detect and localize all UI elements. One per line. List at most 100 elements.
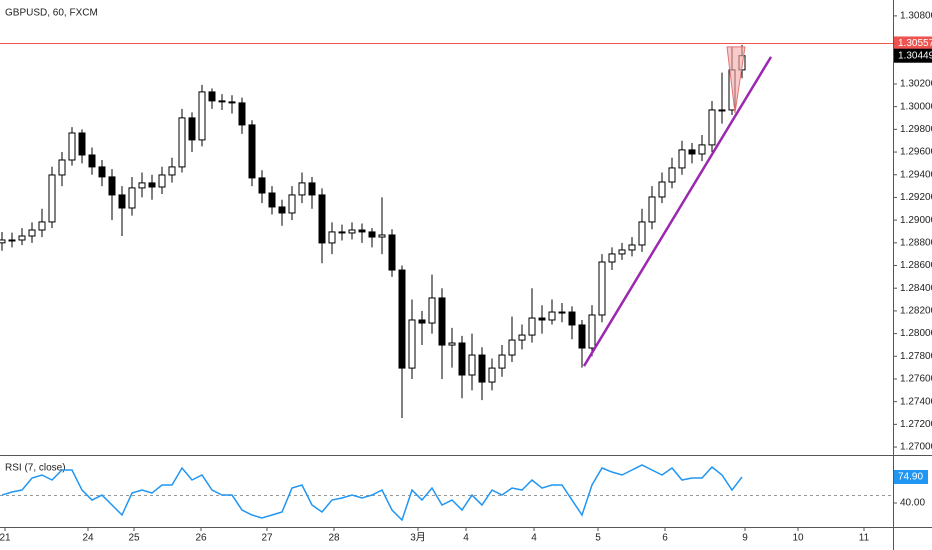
x-tick-label: 25 <box>128 533 140 544</box>
candle-body <box>368 231 376 238</box>
candle-body <box>138 182 146 189</box>
candle-body <box>578 324 586 349</box>
x-tick-label: 21 <box>0 533 11 544</box>
candle-body <box>8 239 16 242</box>
candle-body <box>708 109 716 146</box>
candle-body <box>338 231 346 234</box>
candle-body <box>688 149 696 155</box>
y-tick-label: 1.30200 <box>900 79 932 90</box>
candle-body <box>98 166 106 178</box>
candle-body <box>88 154 96 168</box>
candle-body <box>188 117 196 141</box>
x-tick-label: 27 <box>261 533 273 544</box>
candle-body <box>168 166 176 176</box>
candle-body <box>518 334 526 341</box>
y-tick-label: 1.28600 <box>900 260 932 271</box>
candle-body <box>448 342 456 346</box>
x-tick-label: 11 <box>859 533 870 544</box>
candle-body <box>538 317 546 321</box>
candle-body <box>478 354 486 383</box>
candle-body <box>658 181 666 198</box>
last-price-label: 1.30449 <box>898 50 932 61</box>
candle-body <box>388 234 396 271</box>
rsi-line <box>1 464 743 522</box>
candle-body <box>608 253 616 263</box>
candle-body <box>648 196 656 223</box>
candle-body <box>598 261 606 316</box>
candle-body <box>248 124 256 179</box>
candle-body <box>118 194 126 209</box>
candle-body <box>458 342 466 376</box>
y-tick-label: 1.29200 <box>900 192 932 203</box>
candle-body <box>18 235 26 241</box>
x-tick-label: 5 <box>595 533 601 544</box>
y-tick-label: 1.27600 <box>900 374 932 385</box>
x-tick-label: 3月 <box>410 532 426 544</box>
x-tick-label: 4 <box>463 533 469 544</box>
x-tick-label: 24 <box>82 533 94 544</box>
x-tick-label: 6 <box>662 533 668 544</box>
y-tick-label: 1.28400 <box>900 283 932 294</box>
candle-body <box>558 311 566 314</box>
y-tick-label: 1.27800 <box>900 351 932 362</box>
y-tick-label: 1.30000 <box>900 101 932 112</box>
candle-body <box>318 194 326 244</box>
candle-body <box>48 174 56 223</box>
candle-body <box>698 144 706 155</box>
price-line-label-box <box>894 36 932 51</box>
candle-body <box>548 311 556 321</box>
candle-body <box>668 167 676 183</box>
trendline <box>582 56 773 367</box>
candle-body <box>328 231 336 244</box>
y-tick-label: 1.27000 <box>900 442 932 453</box>
candle-body <box>58 159 66 176</box>
y-tick-label: 1.29800 <box>900 124 932 135</box>
candle-body <box>128 187 136 209</box>
candle-body <box>208 91 216 102</box>
candle-body <box>288 194 296 214</box>
y-tick-label: 1.28200 <box>900 306 932 317</box>
candle-body <box>638 221 646 246</box>
rsi-last-box <box>894 470 928 485</box>
candle-body <box>408 319 416 369</box>
candle-body <box>28 229 36 237</box>
candle-body <box>468 354 476 376</box>
candle-body <box>268 192 276 208</box>
candle-body <box>358 229 366 233</box>
candle-body <box>158 174 166 188</box>
candle-body <box>198 91 206 141</box>
candle-body <box>178 117 186 168</box>
y-tick-label: 1.28800 <box>900 237 932 248</box>
candle-body <box>718 109 726 112</box>
y-tick-label: 1.27200 <box>900 419 932 430</box>
x-tick-label: 26 <box>195 533 207 544</box>
candle-body <box>378 234 386 238</box>
rsi-title: RSI (7, close) <box>5 463 66 474</box>
y-tick-label: 1.27400 <box>900 396 932 407</box>
x-tick-label: 28 <box>328 533 340 544</box>
candle-body <box>508 339 516 356</box>
candle-body <box>348 229 356 234</box>
x-tick-label: 9 <box>742 533 748 544</box>
candle-body <box>218 100 226 103</box>
candle-body <box>428 297 436 324</box>
symbol-title: GBPUSD, 60, FXCM <box>5 8 98 19</box>
candle-body <box>418 319 426 324</box>
x-tick-label: 10 <box>792 533 804 544</box>
candle-body <box>568 311 576 326</box>
candle-body <box>618 249 626 255</box>
candle-body <box>278 206 286 214</box>
candle-body <box>528 317 536 336</box>
candle-body <box>588 314 596 349</box>
candle-body <box>678 149 686 169</box>
y-tick-label: 1.28000 <box>900 328 932 339</box>
candle-body <box>38 221 46 231</box>
candle-body <box>228 101 236 104</box>
y-tick-label: 1.29400 <box>900 169 932 180</box>
candle-body <box>308 182 316 196</box>
candle-body <box>68 132 76 161</box>
candle-body <box>108 176 116 196</box>
candle-body <box>628 244 636 251</box>
